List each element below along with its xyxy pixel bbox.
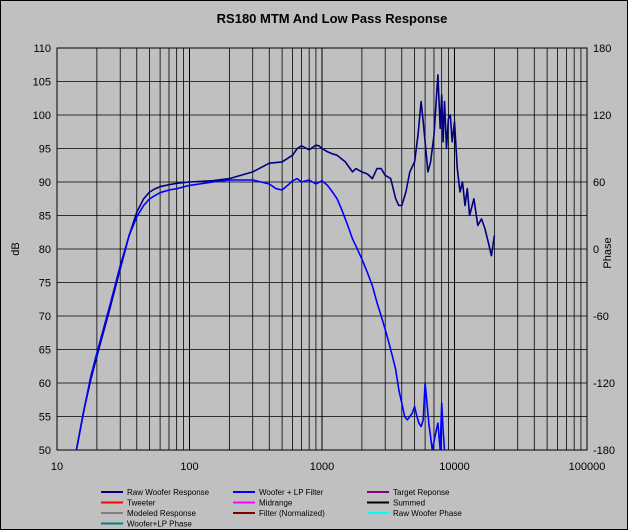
x-tick-label: 100000 [569, 461, 606, 473]
y-tick-label: 65 [39, 345, 51, 357]
y-tick-label: 110 [33, 43, 51, 55]
y2-tick-label: 180 [593, 43, 611, 55]
legend-label: Tweeter [127, 499, 156, 508]
chart-title: RS180 MTM And Low Pass Response [217, 11, 448, 26]
y2-tick-label: 0 [593, 244, 599, 256]
legend-label: Woofer + LP Filter [259, 488, 324, 497]
y-tick-label: 60 [39, 378, 51, 390]
x-tick-label: 10 [51, 461, 63, 473]
y2-tick-label: -60 [593, 311, 609, 323]
legend-label: Raw Woofer Response [127, 488, 210, 497]
grid [57, 47, 587, 451]
legend-label: Filter (Normalized) [259, 509, 325, 518]
y-tick-label: 55 [39, 412, 51, 424]
series-group [75, 74, 496, 450]
y2-tick-label: -120 [593, 378, 615, 390]
legend-label: Woofer+LP Phase [127, 520, 192, 529]
legend-label: Target Reponse [393, 488, 450, 497]
y-tick-label: 50 [39, 445, 51, 457]
y2-tick-label: 120 [593, 110, 611, 122]
y-tick-label: 80 [39, 244, 51, 256]
y-tick-label: 105 [33, 77, 51, 89]
x-tick-label: 1000 [310, 461, 334, 473]
y-tick-label: 95 [39, 144, 51, 156]
y2-tick-labels: -180 -120 -60 0 60 120 180 [593, 43, 615, 457]
y-tick-label: 90 [39, 177, 51, 189]
y2-axis-label: Phase [602, 237, 614, 268]
legend-label: Raw Woofer Phase [393, 509, 462, 518]
legend: Raw Woofer Response Woofer + LP Filter Tar… [101, 488, 462, 529]
y-axis-label: dB [10, 242, 22, 255]
x-tick-label: 100 [180, 461, 198, 473]
x-tick-labels: 10 100 1000 10000 100000 [51, 461, 605, 473]
y-tick-label: 75 [39, 278, 51, 290]
y-tick-label: 70 [39, 311, 51, 323]
series-line-raw-woofer-response [75, 74, 496, 450]
y2-tick-label: -180 [593, 445, 615, 457]
x-tick-label: 10000 [439, 461, 470, 473]
legend-label: Summed [393, 499, 425, 508]
legend-label: Midrange [259, 499, 293, 508]
y-tick-labels: 50 55 60 65 70 75 80 85 90 95 100 105 110 [33, 43, 51, 457]
y-tick-label: 100 [33, 110, 51, 122]
y2-tick-label: 60 [593, 177, 605, 189]
series-line-woofer-lp-filter [75, 177, 446, 450]
legend-label: Modeled Response [127, 509, 196, 518]
y-tick-label: 85 [39, 211, 51, 223]
